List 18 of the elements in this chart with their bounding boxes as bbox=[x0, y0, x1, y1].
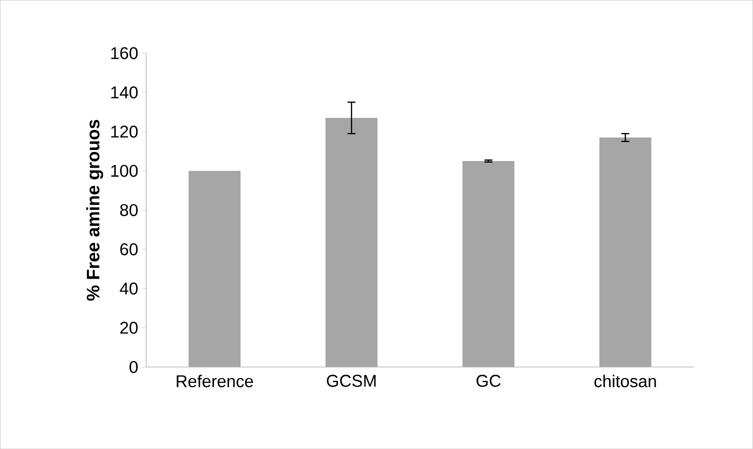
x-tick-label: GC bbox=[476, 374, 501, 387]
x-tick-label: chitosan bbox=[594, 374, 656, 388]
y-tick-label: 80 bbox=[120, 204, 138, 216]
y-tick-label: 20 bbox=[120, 322, 138, 334]
bar bbox=[599, 137, 652, 367]
y-tick-label: 40 bbox=[120, 282, 138, 294]
y-tick-label: 120 bbox=[111, 126, 138, 138]
x-tick-label: GCSM bbox=[326, 374, 376, 387]
y-tick-label: 140 bbox=[111, 86, 138, 98]
bar bbox=[188, 170, 241, 367]
y-axis-title: % Free amine grouos bbox=[86, 120, 104, 301]
y-tick-label: 60 bbox=[120, 243, 138, 256]
bar bbox=[462, 160, 514, 367]
y-tick-label: 0 bbox=[130, 360, 138, 373]
y-tick-label: 160 bbox=[111, 47, 138, 60]
bar bbox=[326, 118, 378, 367]
x-tick-label: Reference bbox=[176, 374, 254, 388]
y-tick-label: 100 bbox=[111, 164, 138, 177]
